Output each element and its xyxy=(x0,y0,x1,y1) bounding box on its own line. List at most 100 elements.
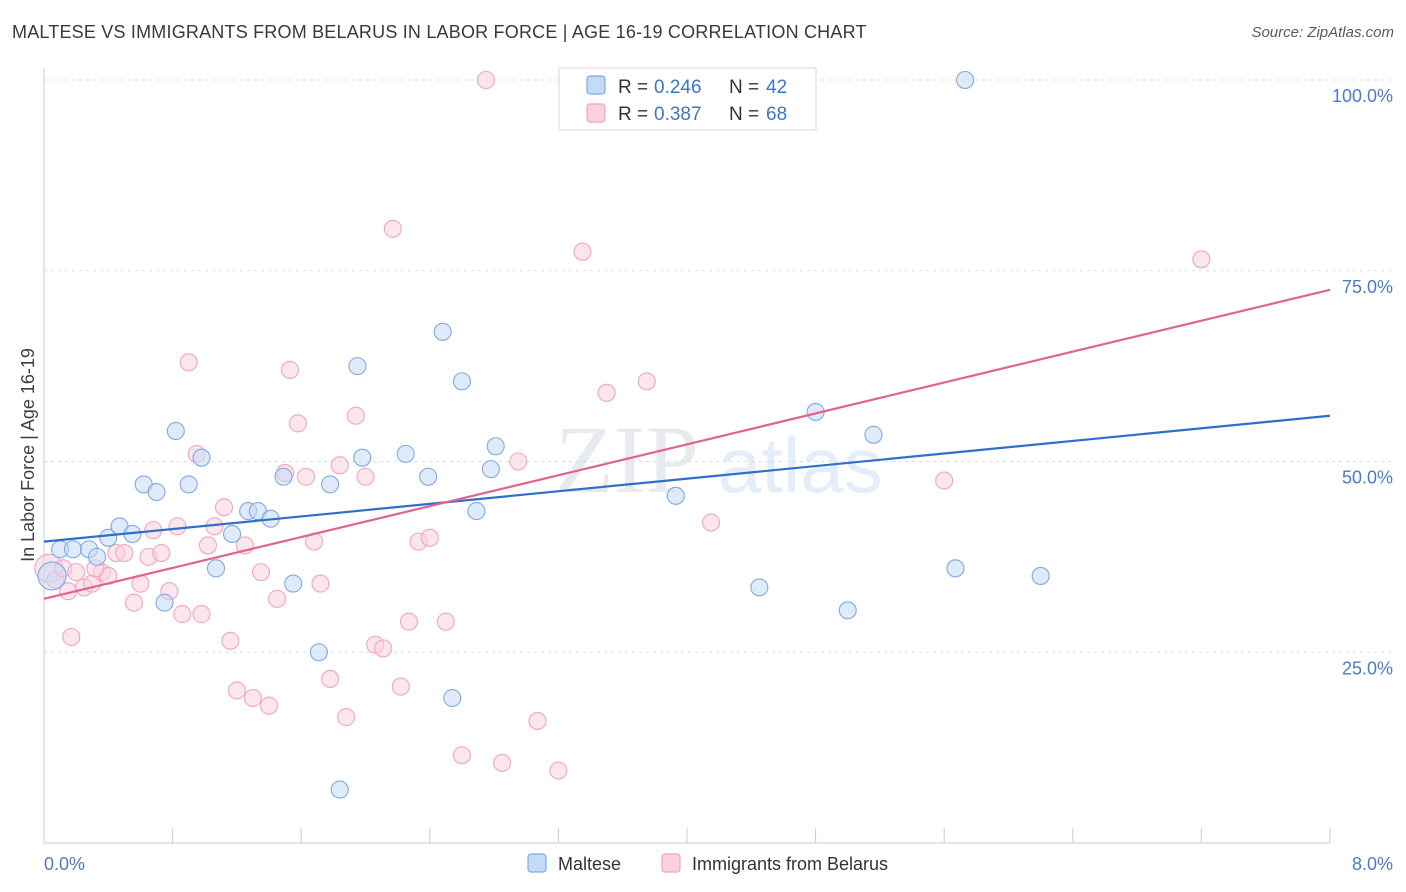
watermark-atlas: atlas xyxy=(718,421,883,509)
maltese-point xyxy=(147,482,166,502)
belarus-point xyxy=(374,639,393,658)
maltese-point xyxy=(206,559,226,578)
belarus-point xyxy=(311,574,330,593)
legend-n-label-1: N = xyxy=(729,77,759,98)
y-tick-label-50: 50.0% xyxy=(1342,468,1393,488)
legend-r-label-1: R = xyxy=(618,77,648,98)
y-tick-label-100: 100.0% xyxy=(1332,86,1393,106)
belarus-point xyxy=(296,467,316,486)
belarus-point xyxy=(67,563,86,582)
legend-r-value-2: 0.387 xyxy=(654,104,702,125)
maltese-point xyxy=(1031,566,1050,586)
gridlines xyxy=(44,79,1395,653)
belarus-point xyxy=(509,452,528,471)
belarus-point xyxy=(179,353,198,372)
source-credit: Source: ZipAtlas.com xyxy=(1251,24,1394,41)
belarus-point xyxy=(383,219,402,238)
legend-n-value-1: 42 xyxy=(766,77,787,98)
maltese-point xyxy=(348,357,367,376)
belarus-point xyxy=(268,589,287,608)
belarus-point xyxy=(399,612,418,631)
belarus-point xyxy=(549,761,568,780)
belarus-point xyxy=(391,677,410,696)
belarus-point xyxy=(221,631,240,650)
belarus-point xyxy=(280,360,299,379)
belarus-point xyxy=(198,536,218,555)
legend-r-value-1: 0.246 xyxy=(654,77,702,98)
belarus-point xyxy=(124,593,144,612)
trend-lines xyxy=(43,288,1331,600)
stats-legend: R = 0.246 N = 42 R = 0.387 N = 68 xyxy=(558,67,817,131)
legend-swatch-belarus xyxy=(586,103,606,123)
belarus-point xyxy=(337,708,356,727)
chart-title: MALTESE VS IMMIGRANTS FROM BELARUS IN LA… xyxy=(12,22,867,42)
maltese-point xyxy=(192,448,211,467)
maltese-point xyxy=(155,593,174,612)
maltese-point xyxy=(87,547,107,566)
maltese-point xyxy=(750,578,769,597)
y-tick-labels: 25.0% 50.0% 75.0% 100.0% xyxy=(1332,86,1393,678)
trend-line-belarus xyxy=(43,288,1331,600)
trend-line-maltese xyxy=(43,414,1331,543)
bottom-legend-label-belarus: Immigrants from Belarus xyxy=(692,854,888,874)
belarus-point xyxy=(356,467,375,486)
maltese-point xyxy=(467,502,486,521)
belarus-point xyxy=(62,627,81,647)
maltese-point xyxy=(946,559,965,578)
belarus-point xyxy=(597,383,616,402)
maltese-point xyxy=(63,540,82,559)
belarus-point xyxy=(346,406,365,425)
belarus-point xyxy=(251,563,271,582)
belarus-point xyxy=(192,605,211,624)
maltese-point xyxy=(353,448,372,467)
maltese-point xyxy=(396,444,415,463)
y-tick-label-75: 75.0% xyxy=(1342,277,1393,297)
belarus-point xyxy=(152,544,171,563)
maltese-point xyxy=(179,475,198,494)
belarus-point xyxy=(173,605,192,624)
belarus-point xyxy=(1192,250,1211,269)
maltese-point xyxy=(274,467,293,486)
series-legend: Maltese Immigrants from Belarus xyxy=(527,853,888,874)
bottom-legend-label-maltese: Maltese xyxy=(558,854,621,874)
maltese-point xyxy=(486,437,505,456)
x-tick-label-left: 0.0% xyxy=(44,854,85,874)
maltese-point xyxy=(284,574,303,593)
maltese-point xyxy=(956,70,975,90)
belarus-point xyxy=(573,242,592,261)
belarus-point xyxy=(259,696,279,715)
belarus-point xyxy=(935,471,954,490)
legend-n-label-2: N = xyxy=(729,104,759,125)
legend-n-value-2: 68 xyxy=(766,104,787,125)
belarus-point xyxy=(436,612,455,631)
maltese-point xyxy=(443,688,462,708)
belarus-point xyxy=(168,517,187,536)
series-maltese xyxy=(37,70,1050,799)
maltese-point xyxy=(452,372,472,391)
bottom-legend-swatch-belarus xyxy=(661,853,681,873)
maltese-point xyxy=(330,780,349,799)
y-tick-label-25: 25.0% xyxy=(1342,658,1393,678)
belarus-point xyxy=(493,753,512,772)
maltese-point xyxy=(321,475,340,494)
belarus-point xyxy=(702,513,721,532)
belarus-point xyxy=(321,669,340,689)
belarus-point xyxy=(243,688,263,708)
belarus-point xyxy=(420,528,439,547)
watermark: ZIP atlas xyxy=(555,406,883,513)
maltese-point xyxy=(864,425,883,444)
maltese-point xyxy=(666,486,685,505)
legend-swatch-maltese xyxy=(586,75,606,95)
maltese-point xyxy=(166,421,185,441)
bottom-legend-swatch-maltese xyxy=(527,853,547,873)
maltese-point xyxy=(838,601,857,620)
maltese-point xyxy=(37,561,67,591)
belarus-point xyxy=(115,544,134,563)
belarus-point xyxy=(637,372,656,391)
maltese-point xyxy=(309,643,328,662)
belarus-point xyxy=(214,498,234,517)
belarus-point xyxy=(227,681,246,700)
maltese-point xyxy=(223,524,242,544)
maltese-point xyxy=(419,467,438,486)
